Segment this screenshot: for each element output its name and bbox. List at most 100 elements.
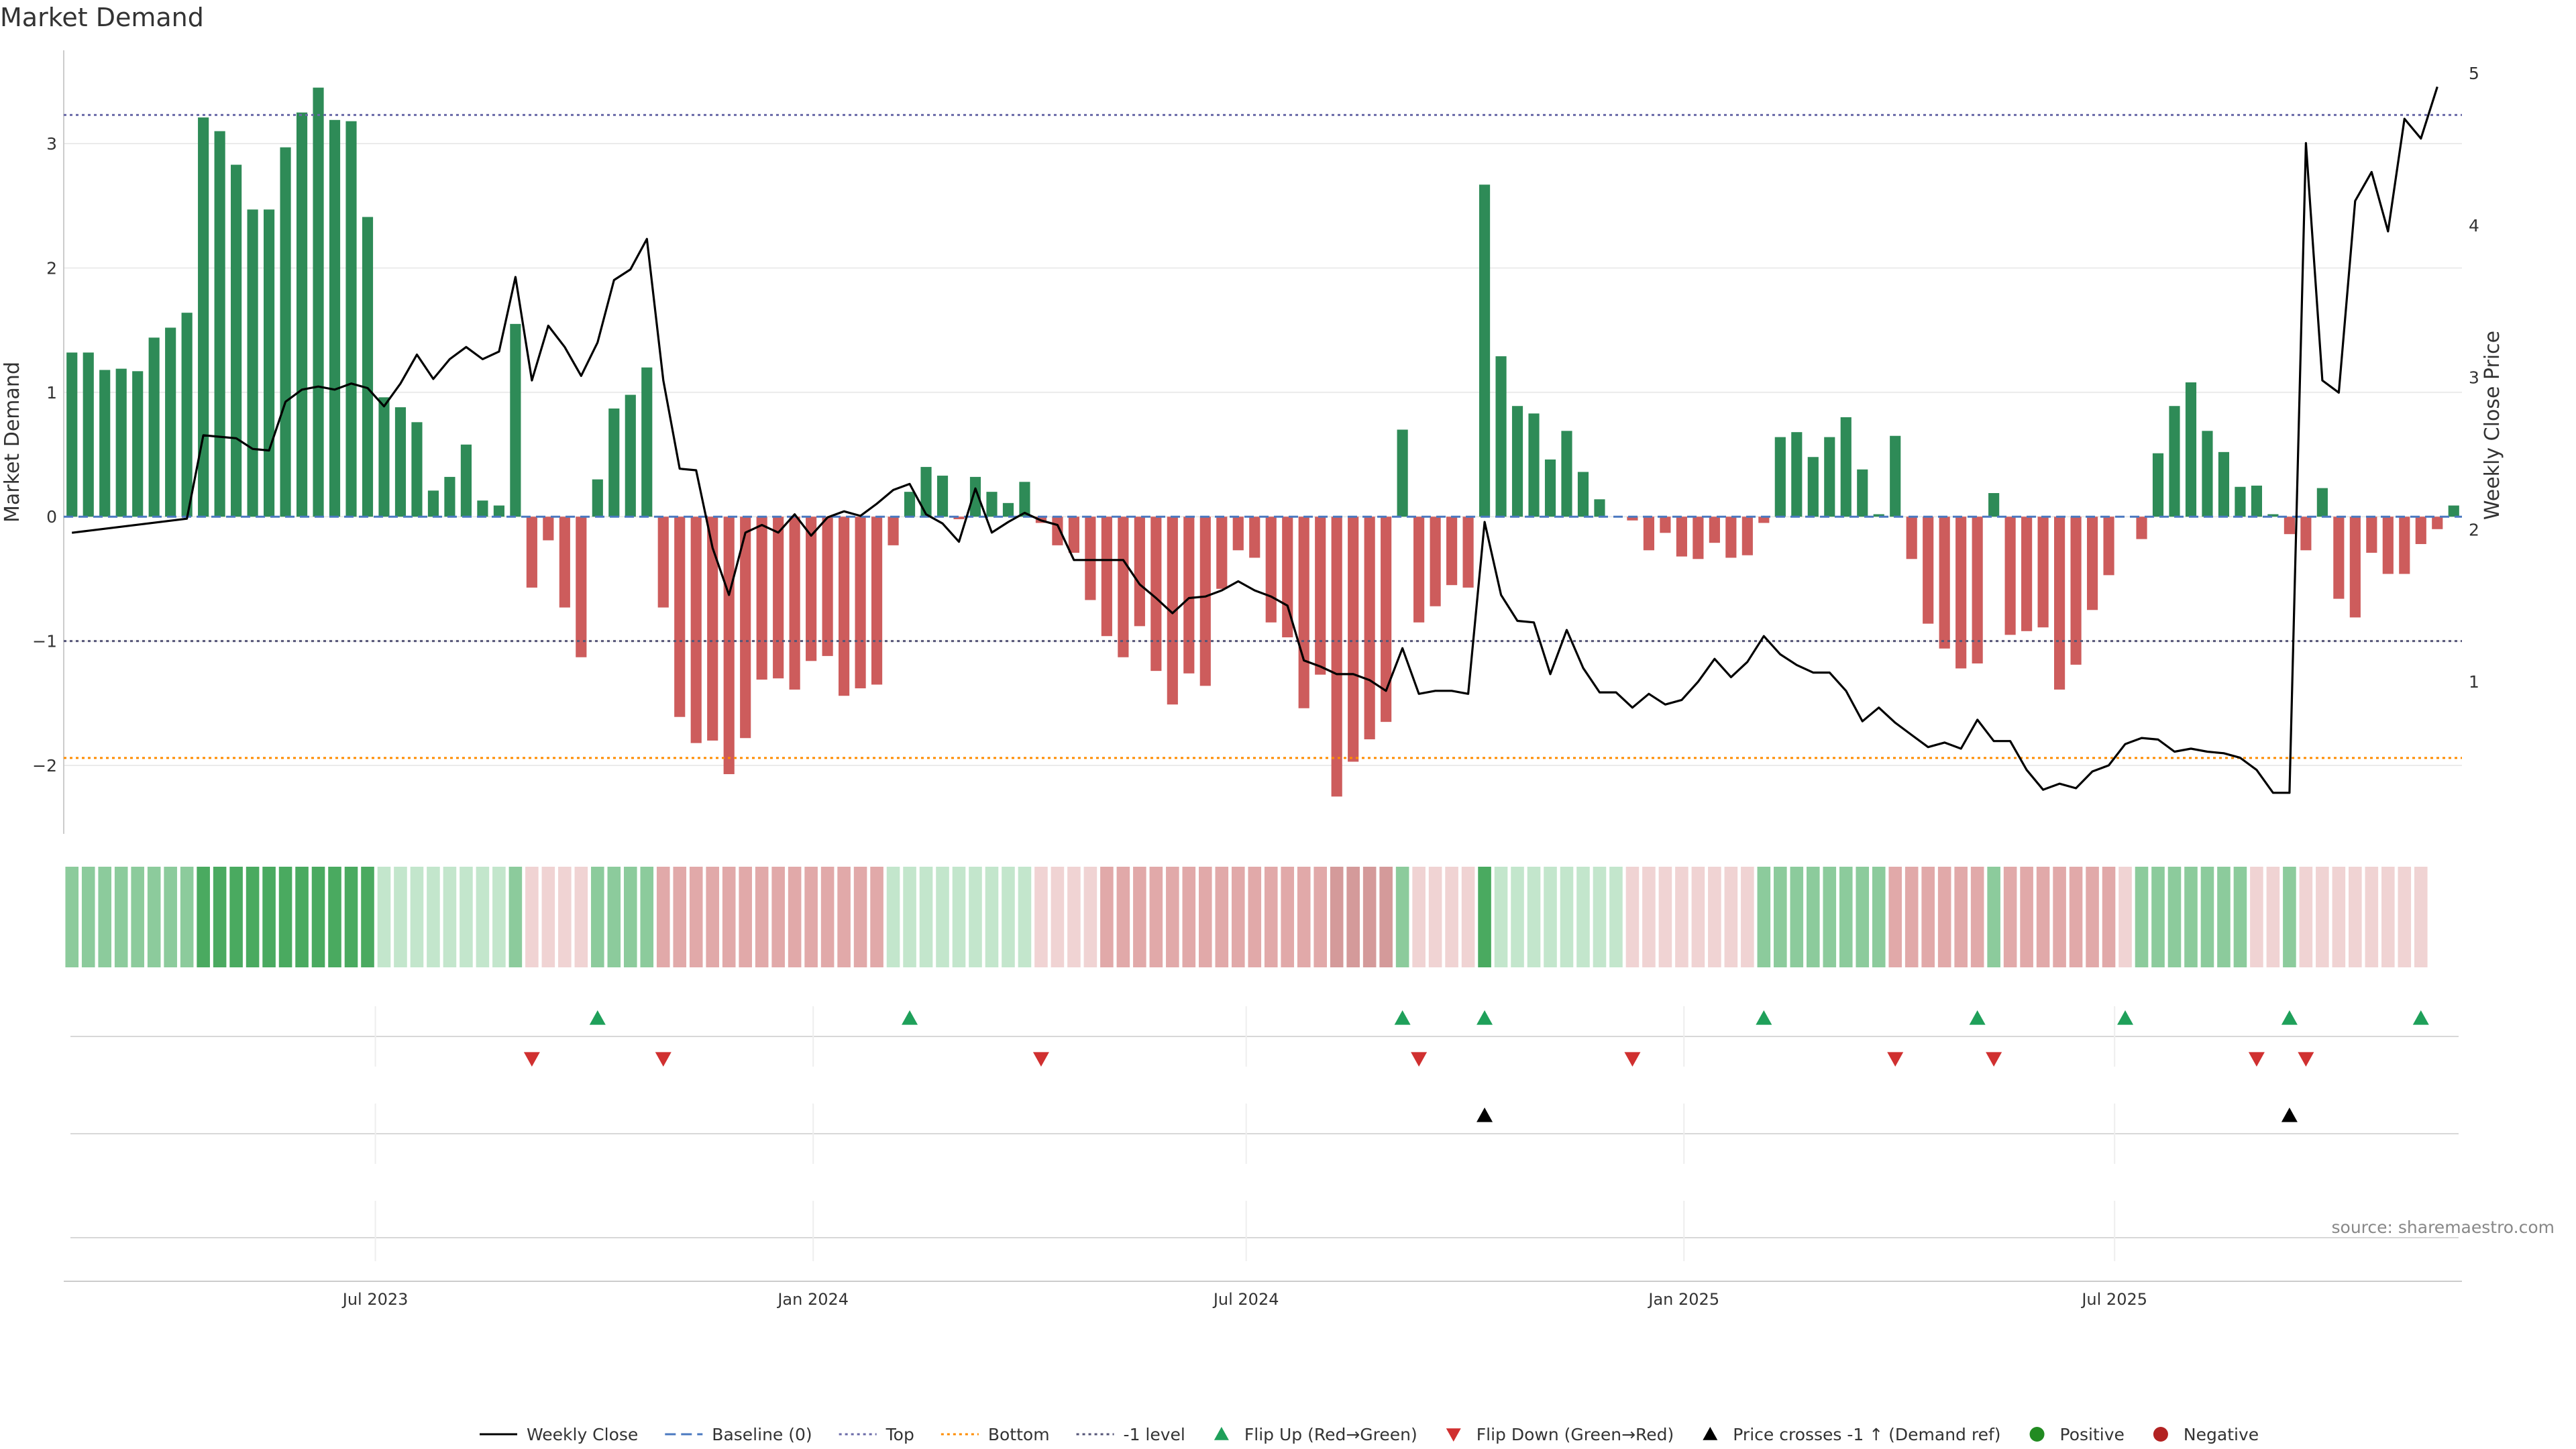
chart-title: Market Demand [0,3,204,32]
demand-bar-negative [1216,517,1228,589]
legend-label: Flip Up (Red→Green) [1244,1425,1417,1444]
band-cell [1839,867,1853,967]
legend-label: Flip Down (Green→Red) [1477,1425,1674,1444]
demand-bar-positive [2185,382,2197,517]
band-cell [969,867,982,967]
band-cell [311,867,325,967]
band-cell [870,867,883,967]
band-cell [492,867,506,967]
band-cell [131,867,144,967]
demand-bar-negative [1101,517,1112,637]
band-cell [1083,867,1097,967]
demand-bar-negative [2349,517,2361,618]
band-cell [985,867,999,967]
demand-bar-positive [493,505,504,517]
band-cell [1231,867,1245,967]
demand-bar-positive [1774,437,1786,517]
band-cell [886,867,900,967]
band-cell [1970,867,1984,967]
demand-bar-positive [165,327,176,517]
demand-bar-negative [1923,517,1934,624]
demand-bar-positive [214,131,225,517]
flip-up-marker [589,1010,606,1025]
band-cell [197,867,210,967]
legend-swatch [2029,1427,2045,1442]
x-tick-label: Jan 2024 [776,1290,849,1309]
x-tick-label: Jul 2024 [1212,1290,1279,1309]
band-cell [936,867,949,967]
demand-bar-negative [839,517,850,696]
band-cell [2053,867,2066,967]
demand-bar-positive [625,394,636,517]
flip-down-marker [523,1052,540,1067]
band-cell [1954,867,1968,967]
band-cell [1593,867,1607,967]
demand-bar-positive [444,476,455,517]
band-cell [558,867,572,967]
demand-bar-negative [773,517,784,679]
band-cell [853,867,867,967]
band-cell [1609,867,1623,967]
band-cell [771,867,785,967]
demand-bar-positive [2251,485,2263,517]
demand-bar-negative [1462,517,1474,588]
y-axis-label: Market Demand [1,362,24,523]
band-cell [755,867,769,967]
band-cell [476,867,490,967]
band-cell [1018,867,1032,967]
demand-bar-positive [1807,457,1819,517]
legend-item-9: Negative [2153,1425,2259,1444]
band-cell [722,867,736,967]
y2-tick-label: 5 [2469,64,2479,83]
band-cell [788,867,802,967]
band-cell [98,867,112,967]
band-cell [1461,867,1475,967]
legend: Weekly Close Baseline (0) Top Bottom -1 leve… [480,1425,2259,1444]
legend-item-5: Flip Up (Red→Green) [1214,1425,1417,1444]
price-cross-marker [1477,1108,1493,1122]
band-cell [2414,867,2428,967]
demand-bar-positive [313,87,324,517]
flip-down-marker [2298,1052,2314,1067]
band-cell [394,867,407,967]
band-cell [1774,867,1787,967]
demand-bar-positive [2202,431,2213,517]
band-cell [2003,867,2017,967]
band-cell [706,867,720,967]
legend-item-2: Top [839,1425,914,1444]
demand-bar-negative [1134,517,1145,627]
demand-bar-negative [2415,517,2426,545]
demand-bar-positive [66,352,78,517]
demand-bar-positive [427,490,439,517]
demand-bar-positive [345,121,357,517]
demand-bar-positive [115,368,127,517]
demand-bar-positive [1988,493,2000,517]
band-cell [1034,867,1048,967]
demand-bar-positive [411,422,423,517]
band-cell [1281,867,1295,967]
demand-bar-positive [1857,469,1868,517]
band-cell [673,867,687,967]
band-cell [1264,867,1278,967]
demand-bar-negative [2037,517,2049,628]
legend-item-8: Positive [2029,1425,2125,1444]
band-cell [1002,867,1015,967]
band-cell [2381,867,2395,967]
band-cell [1067,867,1081,967]
demand-bar-negative [2086,517,2098,610]
band-cell [508,867,523,967]
band-cell [229,867,243,967]
band-cell [541,867,555,967]
demand-bar-negative [657,517,669,608]
band-cell [2398,867,2412,967]
demand-bar-positive [2267,514,2279,517]
band-cell [656,867,670,967]
flip-up-marker [2117,1010,2134,1025]
demand-bar-negative [1167,517,1178,705]
band-cell [804,867,818,967]
demand-bar-positive [198,117,209,517]
band-cell [2266,867,2280,967]
demand-bar-negative [1643,517,1655,551]
demand-bar-positive [920,467,932,517]
demand-bar-positive [132,371,144,517]
